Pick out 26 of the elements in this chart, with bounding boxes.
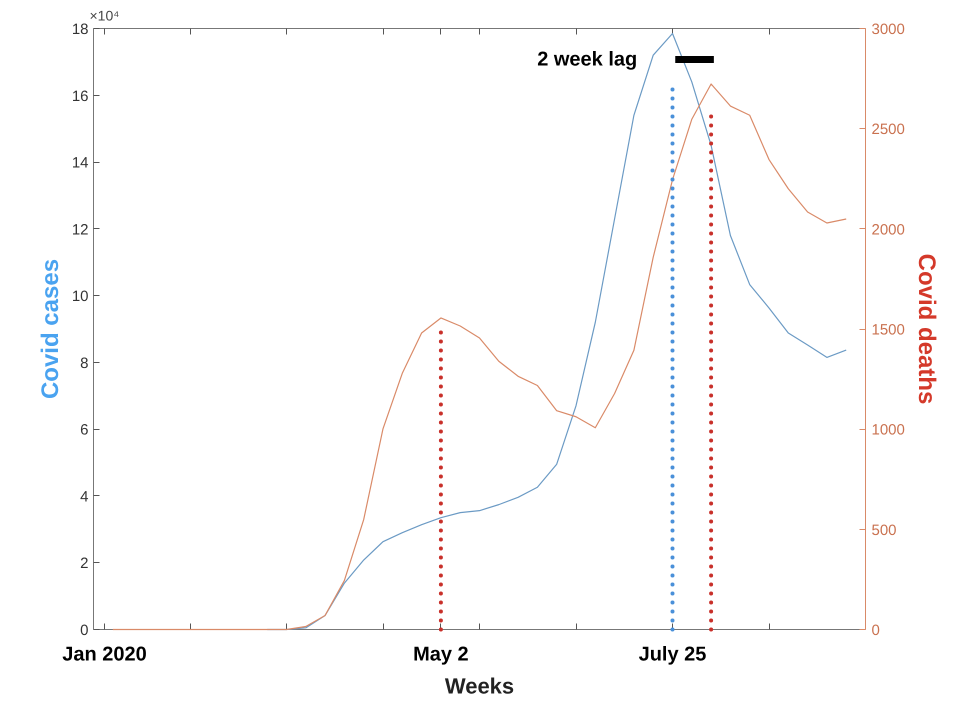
y2-tick-label: 3000 — [872, 21, 905, 38]
x-tick-label: May 2 — [413, 644, 469, 666]
y2-tick-label: 0 — [872, 622, 880, 639]
y2-tick-label: 1000 — [872, 422, 905, 439]
y-tick-label: 10 — [72, 288, 89, 306]
y-tick-label: 2 — [80, 555, 88, 572]
text: ×10⁴ — [90, 8, 120, 24]
y2-tick-label: 2500 — [872, 121, 905, 138]
y-tick-label: 14 — [72, 154, 89, 172]
y-tick-label: 6 — [80, 422, 88, 439]
y-tick-label: 12 — [72, 221, 89, 238]
y-axis-title: Covid cases — [36, 258, 64, 400]
x-axis-title: Weeks — [444, 674, 514, 698]
x-tick-label: Jan 2020 — [62, 644, 147, 666]
y-tick-label: 4 — [80, 488, 88, 506]
y2-tick-label: 500 — [872, 522, 897, 539]
annotation: 2 week lag — [537, 48, 638, 71]
y-tick-label: 8 — [80, 354, 88, 372]
y-tick-label: 16 — [72, 88, 89, 105]
line-series — [112, 83, 847, 630]
y2-axis-title: Covid deaths — [912, 254, 940, 404]
y2-tick-label: 2000 — [872, 221, 905, 238]
y2-tick-label: 1500 — [872, 322, 905, 338]
x-tick-label: July 25 — [638, 644, 706, 666]
y-tick-label: 0 — [80, 622, 88, 639]
y-tick-label: 18 — [72, 21, 89, 38]
